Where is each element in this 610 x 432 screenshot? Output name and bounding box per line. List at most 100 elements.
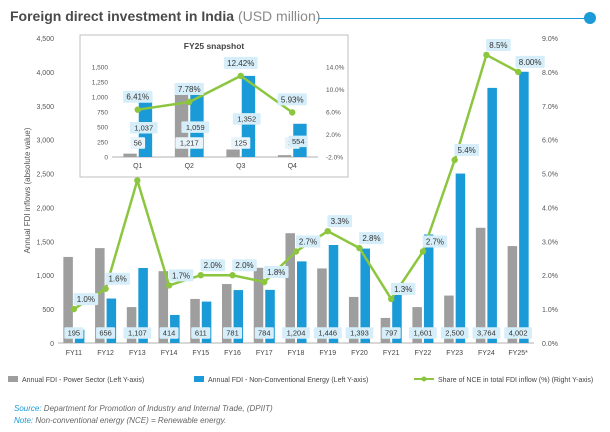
inset-power-value-label-box xyxy=(175,137,204,149)
share-value-label-box xyxy=(390,282,416,295)
inset-y2-tick-label: 10.0% xyxy=(326,87,345,94)
share-value-label-box xyxy=(105,272,130,285)
source-note: Source: Department for Promotion of Indu… xyxy=(14,404,273,413)
nce-value-label: 1,393 xyxy=(350,329,369,338)
header-dot-icon xyxy=(584,12,596,24)
share-value-label: 1.3% xyxy=(394,285,412,294)
inset-share-value-label: 7.78% xyxy=(178,85,201,94)
y-tick-label: 2,500 xyxy=(36,172,54,179)
nce-value-label: 797 xyxy=(385,329,398,338)
x-tick-label: FY20 xyxy=(351,350,368,357)
x-tick-label: FY25* xyxy=(508,350,528,357)
header-rule xyxy=(318,18,588,19)
inset-y-tick-label: 750 xyxy=(97,110,108,117)
inset-share-point xyxy=(186,98,193,106)
share-point xyxy=(292,248,300,255)
power-bar xyxy=(507,246,518,343)
nce-value-label: 2,500 xyxy=(445,329,464,338)
inset-power-bar xyxy=(277,155,292,157)
share-point xyxy=(165,282,173,289)
share-value-label-box xyxy=(327,215,353,228)
share-value-label: 1.8% xyxy=(267,268,285,277)
inset-y2-tick-label: 14.0% xyxy=(326,65,345,72)
y2-tick-label: 0.0% xyxy=(542,341,558,348)
x-tick-label: FY16 xyxy=(224,350,241,357)
nce-value-label-box xyxy=(254,327,274,339)
share-point xyxy=(388,295,395,303)
inset-power-value-label-box xyxy=(130,137,146,149)
nce-value-label: 1,446 xyxy=(318,329,337,338)
y-tick-label: 500 xyxy=(42,307,54,314)
y2-tick-label: 3.0% xyxy=(542,239,558,246)
nce-value-label-box xyxy=(409,327,437,339)
inset-share-value-label-box xyxy=(174,82,204,95)
nce-value-label: 414 xyxy=(163,329,176,338)
nce-value-label-box xyxy=(282,327,310,339)
x-tick-label: FY19 xyxy=(319,350,336,357)
title-unit: (USD million) xyxy=(237,8,321,24)
y-tick-label: 0 xyxy=(50,341,54,348)
x-tick-label: FY17 xyxy=(256,350,273,357)
power-bar xyxy=(348,296,359,343)
share-value-label: 3.3% xyxy=(331,217,349,226)
power-bar xyxy=(95,248,105,343)
x-tick-label: FY15 xyxy=(192,350,209,357)
share-value-label-box xyxy=(232,259,257,272)
share-point xyxy=(102,285,109,292)
y-tick-label: 1,500 xyxy=(36,239,54,246)
nce-value-label: 784 xyxy=(258,329,271,338)
inset-y-tick-label: 1,000 xyxy=(92,95,109,102)
share-value-label: 2.0% xyxy=(235,261,253,270)
x-tick-label: FY11 xyxy=(66,350,82,357)
share-value-label-box xyxy=(359,232,384,245)
inset-nce-value-label: 1,037 xyxy=(134,123,153,132)
inset-frame xyxy=(79,34,349,178)
inset-y-tick-label: 500 xyxy=(97,125,108,132)
nce-value-label: 1,107 xyxy=(128,329,147,338)
share-point xyxy=(483,51,490,59)
legend-share-label: Share of NCE in total FDI inflow (%) (Ri… xyxy=(438,377,593,384)
legend-share-marker xyxy=(421,376,427,382)
nce-value-label-box xyxy=(159,327,179,339)
y2-tick-label: 9.0% xyxy=(542,36,558,43)
nce-bar xyxy=(360,248,370,343)
nce-value-label: 1,601 xyxy=(414,329,433,338)
inset-nce-value-label-box xyxy=(129,122,158,134)
share-value-label: 8.00% xyxy=(519,58,542,67)
nce-value-label-box xyxy=(191,327,211,339)
inset-share-value-label: 6.41% xyxy=(126,93,149,102)
x-tick-label: FY14 xyxy=(161,350,178,357)
share-value-label: 2.8% xyxy=(362,234,380,243)
share-value-label-box xyxy=(422,235,448,248)
share-value-label-box xyxy=(454,144,479,156)
share-point xyxy=(324,227,331,235)
inset-nce-value-label-box xyxy=(232,113,261,125)
y-tick-label: 4,000 xyxy=(36,70,54,77)
share-value-label-box xyxy=(73,293,99,306)
power-bar xyxy=(63,256,73,343)
inset-x-tick-label: Q1 xyxy=(133,163,142,170)
inset-share-value-label: 12.42% xyxy=(227,59,254,68)
share-point xyxy=(134,177,141,184)
inset-y2-tick-label: -2.0% xyxy=(326,155,343,162)
main-chart: 0 500 1,000 1,500 2,000 2,500 3,000 3,500 4,000 4… xyxy=(8,34,593,384)
y-tick-label: 3,500 xyxy=(36,104,54,111)
nce-value-label: 781 xyxy=(226,329,239,338)
nce-bar xyxy=(106,298,117,343)
inset-nce-value-label: 1,352 xyxy=(237,115,256,124)
share-value-label: 1.7% xyxy=(172,271,190,280)
share-point xyxy=(261,278,268,286)
inset-power-value-label: 1,217 xyxy=(180,139,199,148)
inset-share-point xyxy=(237,72,244,80)
power-bar xyxy=(158,271,169,343)
share-point xyxy=(419,248,427,255)
share-point xyxy=(514,68,522,76)
definition-note: Note: Non-conventional energy (NCE) = Re… xyxy=(14,416,227,425)
share-value-label-box xyxy=(295,235,321,248)
power-bar xyxy=(444,295,454,343)
y2-tick-label: 6.0% xyxy=(542,138,558,145)
share-value-label-box xyxy=(486,38,511,51)
y2-tick-label: 8.0% xyxy=(542,70,558,77)
share-value-label: 2.7% xyxy=(299,237,317,246)
nce-value-label: 611 xyxy=(195,329,207,338)
